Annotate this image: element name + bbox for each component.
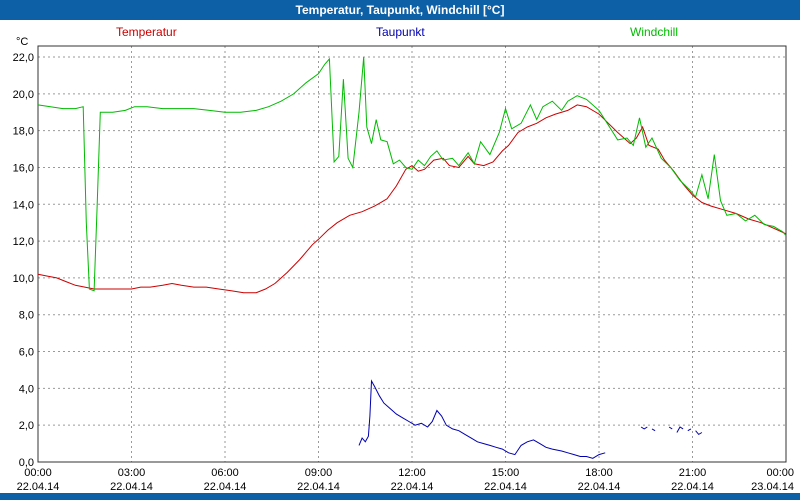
svg-text:14,0: 14,0 xyxy=(13,199,34,211)
svg-text:18,0: 18,0 xyxy=(13,126,34,138)
svg-text:12:00: 12:00 xyxy=(398,467,426,479)
svg-text:21:00: 21:00 xyxy=(679,467,707,479)
window-bottom-strip xyxy=(0,493,800,500)
svg-text:00:00: 00:00 xyxy=(24,467,52,479)
svg-text:18:00: 18:00 xyxy=(585,467,613,479)
svg-text:0,0: 0,0 xyxy=(19,457,34,469)
svg-text:20,0: 20,0 xyxy=(13,89,34,101)
svg-text:8,0: 8,0 xyxy=(19,310,34,322)
svg-text:22.04.14: 22.04.14 xyxy=(297,481,340,493)
svg-text:6,0: 6,0 xyxy=(19,347,34,359)
legend-windchill: Windchill xyxy=(630,25,679,39)
svg-text:22.04.14: 22.04.14 xyxy=(671,481,714,493)
svg-text:10,0: 10,0 xyxy=(13,273,34,285)
y-axis-unit-label: °C xyxy=(16,36,29,48)
svg-text:22.04.14: 22.04.14 xyxy=(17,481,60,493)
svg-text:23.04.14: 23.04.14 xyxy=(751,481,794,493)
svg-text:15:00: 15:00 xyxy=(492,467,520,479)
legend-temperatur: Temperatur xyxy=(116,25,177,39)
svg-text:03:00: 03:00 xyxy=(118,467,146,479)
window-title: Temperatur, Taupunkt, Windchill [°C] xyxy=(295,3,505,17)
svg-text:22.04.14: 22.04.14 xyxy=(110,481,153,493)
svg-text:2,0: 2,0 xyxy=(19,420,34,432)
svg-text:22.04.14: 22.04.14 xyxy=(204,481,247,493)
svg-text:00:00: 00:00 xyxy=(766,467,794,479)
svg-text:06:00: 06:00 xyxy=(211,467,239,479)
svg-text:4,0: 4,0 xyxy=(19,383,34,395)
svg-text:22.04.14: 22.04.14 xyxy=(578,481,621,493)
svg-text:22.04.14: 22.04.14 xyxy=(484,481,527,493)
svg-text:22,0: 22,0 xyxy=(13,52,34,64)
svg-text:12,0: 12,0 xyxy=(13,236,34,248)
svg-text:16,0: 16,0 xyxy=(13,162,34,174)
legend-taupunkt: Taupunkt xyxy=(376,25,425,39)
svg-text:09:00: 09:00 xyxy=(305,467,333,479)
window-title-bar: Temperatur, Taupunkt, Windchill [°C] xyxy=(0,0,800,20)
svg-text:22.04.14: 22.04.14 xyxy=(391,481,434,493)
